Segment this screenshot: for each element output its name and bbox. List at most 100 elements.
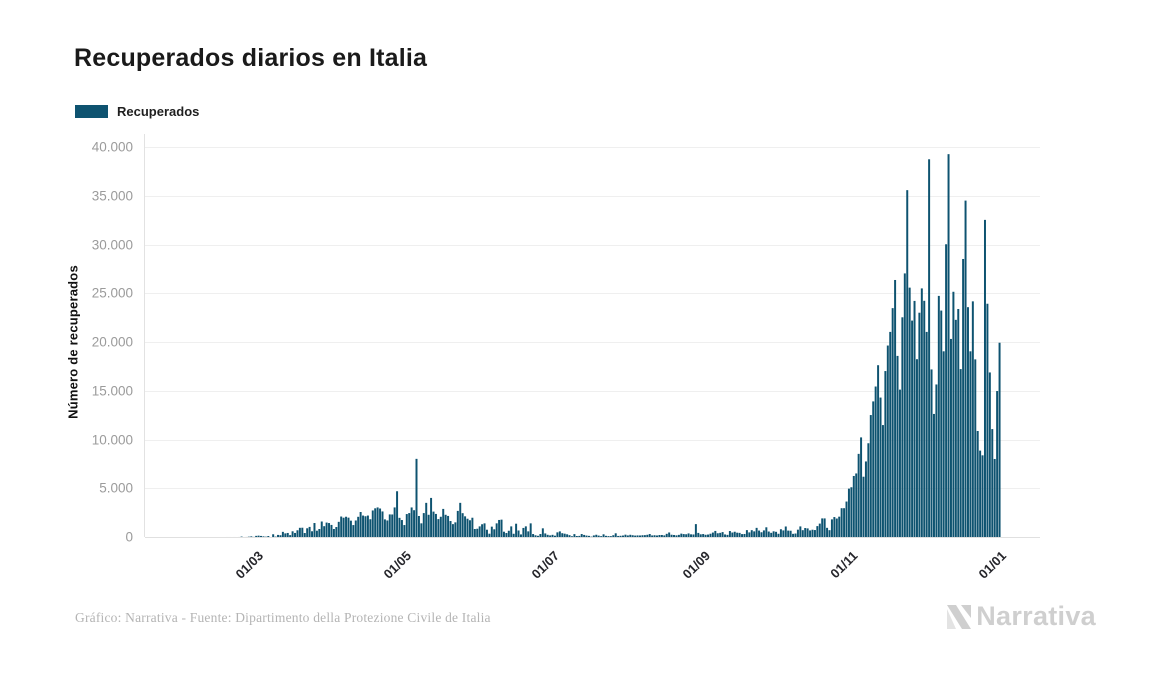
- bar: [745, 530, 748, 537]
- bar: [673, 534, 676, 537]
- bar: [758, 530, 761, 537]
- bar: [502, 531, 505, 537]
- bar: [369, 519, 372, 537]
- bar: [456, 510, 459, 537]
- y-axis-line: [144, 134, 145, 537]
- bar: [962, 258, 965, 537]
- bar: [468, 520, 471, 537]
- bar: [303, 533, 306, 537]
- bar: [398, 517, 401, 537]
- bar: [886, 345, 889, 537]
- bar: [869, 415, 872, 537]
- bar: [986, 303, 989, 537]
- bar: [811, 529, 814, 537]
- bar: [903, 273, 906, 537]
- bar: [993, 458, 996, 537]
- bar: [796, 529, 799, 537]
- bar: [400, 520, 403, 537]
- bar: [556, 532, 559, 537]
- gridline: [145, 195, 1040, 197]
- bar: [595, 534, 598, 537]
- bar: [483, 523, 486, 537]
- bar: [833, 517, 836, 537]
- bar: [928, 159, 931, 537]
- bar: [430, 497, 433, 537]
- bar: [845, 501, 848, 537]
- bar: [578, 535, 581, 537]
- bar: [935, 384, 938, 537]
- bar: [444, 514, 447, 537]
- bar: [680, 533, 683, 537]
- gridline: [145, 147, 1040, 148]
- bar: [478, 526, 481, 537]
- bar: [979, 450, 982, 537]
- bar: [954, 319, 957, 537]
- bar: [908, 287, 911, 537]
- bar: [714, 530, 717, 537]
- bar: [471, 517, 474, 537]
- bar: [663, 535, 666, 537]
- bar: [488, 533, 491, 537]
- bar: [966, 307, 969, 537]
- bar: [767, 531, 770, 537]
- bar: [631, 535, 634, 537]
- bar: [434, 513, 437, 537]
- bar: [945, 244, 948, 537]
- bar: [507, 530, 510, 537]
- bar: [932, 413, 935, 537]
- bar: [646, 534, 649, 537]
- bar: [626, 535, 629, 537]
- y-tick-label: 30.000: [91, 237, 133, 252]
- bar: [553, 535, 556, 537]
- bar: [546, 534, 549, 537]
- bar: [823, 518, 826, 537]
- bar: [940, 310, 943, 537]
- bar: [539, 534, 542, 537]
- bar: [981, 455, 984, 537]
- bar: [607, 536, 610, 537]
- bar: [580, 534, 583, 537]
- bar: [697, 532, 700, 537]
- bar: [738, 532, 741, 537]
- bar: [755, 527, 758, 537]
- bar: [724, 534, 727, 537]
- bar: [743, 533, 746, 537]
- bar: [850, 487, 853, 537]
- bar: [721, 532, 724, 537]
- bar: [532, 534, 535, 537]
- bar: [325, 522, 328, 537]
- bar: [345, 516, 348, 537]
- bar: [930, 369, 933, 537]
- bar: [439, 516, 442, 537]
- bar: [461, 513, 464, 537]
- bar: [466, 518, 469, 537]
- bar: [855, 473, 858, 537]
- gridline: [145, 537, 1040, 538]
- bar: [711, 532, 714, 537]
- y-tick-label: 20.000: [91, 334, 133, 350]
- bar: [592, 535, 595, 537]
- bar: [519, 534, 522, 537]
- bar: [816, 526, 819, 537]
- bar: [949, 338, 952, 537]
- bar: [570, 536, 573, 537]
- bar: [835, 518, 838, 537]
- bar: [522, 527, 525, 537]
- bar: [782, 530, 785, 537]
- bar: [976, 431, 979, 537]
- bar: [799, 526, 802, 537]
- bar: [313, 523, 316, 537]
- bar-series: [226, 154, 1001, 537]
- bar: [971, 301, 974, 537]
- bar: [408, 513, 411, 537]
- bar: [585, 535, 588, 537]
- bar: [388, 514, 391, 537]
- bar: [894, 279, 897, 537]
- bar: [485, 529, 488, 537]
- bar: [311, 531, 314, 537]
- bar: [852, 475, 855, 537]
- bar: [996, 391, 999, 537]
- bar: [719, 532, 722, 537]
- bar: [813, 530, 816, 537]
- bar: [279, 535, 282, 537]
